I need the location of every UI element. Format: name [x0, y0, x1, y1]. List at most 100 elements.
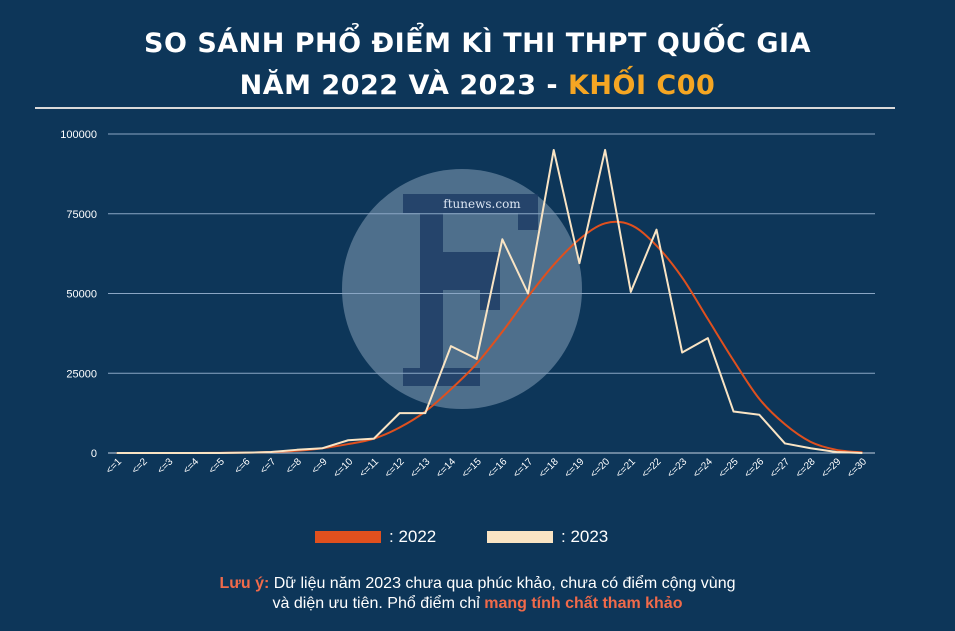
watermark-text: ftunews.com: [443, 197, 521, 211]
data-point-2023: [321, 447, 324, 450]
x-tick-label: <=4: [181, 456, 201, 476]
watermark-f-icon: [403, 194, 538, 386]
x-tick-label: <=8: [284, 456, 304, 476]
x-tick-label: <=28: [794, 456, 818, 480]
note-text2: và diện ưu tiên. Phổ điểm chỉ: [272, 595, 485, 612]
x-tick-label: <=29: [820, 456, 844, 480]
data-point-2022: [398, 426, 401, 429]
data-point-2023: [604, 149, 606, 151]
x-tick-label: <=2: [130, 456, 150, 476]
data-point-2023: [141, 452, 144, 454]
data-point-2023: [655, 228, 658, 231]
data-point-2023: [758, 413, 761, 416]
data-point-2023: [629, 291, 632, 293]
data-point-2023: [347, 439, 350, 442]
x-tick-label: <=9: [310, 456, 330, 476]
data-point-2023: [835, 451, 838, 453]
y-tick-label: 100000: [60, 129, 97, 141]
x-tick-label: <=10: [331, 456, 355, 480]
data-point-2023: [501, 238, 504, 241]
data-point-2022: [655, 244, 658, 247]
note-label: Lưu ý:: [219, 575, 270, 592]
note-highlight: mang tính chất tham khảo: [484, 595, 683, 612]
data-point-2022: [732, 359, 735, 362]
data-point-2023: [116, 452, 118, 454]
data-point-2023: [218, 452, 221, 454]
data-point-2022: [681, 276, 683, 279]
data-point-2023: [244, 451, 247, 454]
data-point-2022: [707, 318, 709, 320]
x-tick-label: <=12: [383, 456, 407, 480]
x-tick-label: <=14: [434, 456, 458, 480]
data-point-2022: [501, 330, 504, 333]
data-point-2023: [527, 292, 529, 295]
note-line1: Lưu ý: Dữ liệu năm 2023 chưa qua phúc kh…: [0, 574, 955, 593]
x-tick-label: <=22: [640, 456, 664, 480]
data-point-2023: [475, 358, 478, 360]
x-tick-label: <=25: [717, 456, 741, 480]
data-point-2022: [784, 423, 786, 426]
chart-title-line2: NĂM 2022 VÀ 2023 - KHỐI C00: [0, 70, 955, 101]
x-tick-label: <=7: [258, 456, 278, 476]
x-tick-label: <=5: [207, 456, 227, 476]
x-tick-label: <=24: [691, 456, 715, 480]
data-point-2023: [861, 452, 863, 454]
data-point-2023: [424, 412, 427, 414]
legend-item-2022: : 2022: [315, 525, 436, 549]
x-tick-label: <=17: [511, 456, 535, 480]
series-2023: [116, 148, 863, 454]
x-tick-label: <=18: [537, 456, 561, 480]
x-tick-label: <=13: [408, 456, 432, 480]
y-tick-label: 25000: [66, 368, 97, 380]
data-point-2023: [167, 452, 170, 454]
note-text1: Dữ liệu năm 2023 chưa qua phúc khảo, chư…: [269, 575, 736, 592]
data-point-2023: [398, 412, 401, 414]
data-point-2022: [758, 397, 761, 400]
data-point-2023: [270, 451, 272, 453]
legend-item-2023: : 2023: [487, 525, 608, 549]
legend-label-2023: : 2023: [561, 527, 609, 546]
note-line2: và diện ưu tiên. Phổ điểm chỉ mang tính …: [0, 594, 955, 613]
x-tick-label: <=26: [742, 456, 766, 480]
y-tick-label: 50000: [66, 289, 97, 301]
data-point-2022: [578, 238, 581, 241]
data-point-2023: [681, 351, 683, 354]
x-tick-label: <=21: [614, 456, 638, 480]
data-point-2023: [784, 442, 786, 445]
series-line-2023: [117, 148, 863, 454]
data-point-2022: [835, 449, 838, 451]
x-tick-label: <=15: [460, 456, 484, 480]
title-accent: KHỐI C00: [568, 70, 716, 101]
legend-swatch-2023: [487, 531, 553, 543]
x-tick-label: <=11: [358, 456, 382, 480]
data-point-2022: [809, 441, 812, 443]
data-point-2023: [373, 437, 375, 440]
title-prefix: NĂM 2022 VÀ 2023 -: [239, 70, 568, 101]
x-tick-label: <=3: [156, 456, 176, 476]
data-point-2022: [450, 388, 452, 391]
x-tick-label: <=16: [486, 456, 510, 480]
y-tick-label: 75000: [66, 209, 97, 221]
chart-title-line1: SO SÁNH PHỔ ĐIỂM KÌ THI THPT QUỐC GIA: [144, 28, 811, 59]
data-point-2022: [475, 362, 478, 365]
data-point-2022: [604, 222, 606, 225]
data-point-2022: [552, 263, 555, 266]
y-tick-label: 0: [91, 448, 97, 460]
x-tick-label: <=6: [233, 456, 253, 476]
data-point-2023: [809, 447, 812, 450]
data-point-2022: [527, 295, 529, 298]
x-tick-label: <=30: [845, 456, 869, 480]
data-point-2023: [732, 410, 735, 413]
data-point-2023: [296, 449, 298, 451]
data-point-2023: [450, 345, 452, 347]
x-tick-label: <=27: [768, 456, 792, 480]
x-tick-label: <=20: [588, 456, 612, 480]
data-point-2023: [578, 262, 581, 264]
data-point-2023: [193, 452, 195, 454]
data-point-2022: [347, 443, 350, 445]
data-point-2023: [552, 149, 555, 151]
x-tick-label: <=1: [104, 456, 124, 476]
x-tick-label: <=19: [563, 456, 587, 480]
data-point-2023: [707, 337, 709, 339]
